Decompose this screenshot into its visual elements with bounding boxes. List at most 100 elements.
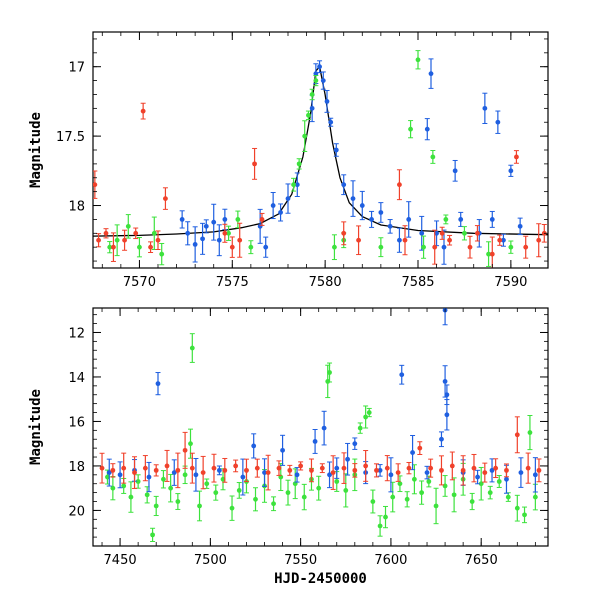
blue-data-point bbox=[203, 223, 209, 229]
green-data-point bbox=[411, 476, 417, 482]
red-data-point bbox=[356, 237, 361, 243]
green-data-point bbox=[419, 490, 425, 496]
red-data-point bbox=[96, 237, 101, 243]
blue-data-point bbox=[458, 217, 464, 222]
blue-data-point bbox=[192, 242, 198, 247]
blue-data-point bbox=[321, 425, 327, 431]
green-data-point bbox=[302, 133, 308, 139]
blue-data-point bbox=[334, 465, 340, 471]
blue-data-point bbox=[369, 217, 374, 222]
green-data-point bbox=[213, 490, 219, 496]
red-data-point bbox=[309, 467, 314, 473]
red-data-point bbox=[132, 470, 137, 475]
green-data-point bbox=[235, 217, 241, 222]
blue-data-point bbox=[341, 182, 347, 188]
green-data-point bbox=[390, 494, 396, 500]
green-data-point bbox=[426, 479, 432, 484]
green-data-point bbox=[188, 441, 193, 447]
green-data-point bbox=[404, 496, 410, 502]
red-data-point bbox=[341, 230, 347, 236]
blue-data-point bbox=[419, 230, 425, 236]
red-data-point bbox=[428, 465, 434, 471]
red-data-point bbox=[449, 463, 455, 469]
green-data-point bbox=[451, 492, 457, 498]
green-data-point bbox=[433, 503, 439, 509]
red-data-point bbox=[514, 154, 519, 160]
blue-data-point bbox=[324, 99, 330, 104]
blue-data-point bbox=[501, 237, 506, 243]
blue-data-point bbox=[313, 71, 319, 77]
blue-data-point bbox=[185, 230, 191, 236]
red-data-point bbox=[439, 230, 445, 236]
green-data-point bbox=[306, 112, 311, 118]
green-data-point bbox=[159, 251, 165, 257]
green-data-point bbox=[248, 244, 254, 250]
green-data-point bbox=[125, 223, 131, 229]
red-data-point bbox=[200, 470, 206, 475]
blue-data-point bbox=[377, 467, 383, 473]
red-data-point bbox=[222, 467, 228, 473]
red-data-point bbox=[402, 237, 408, 243]
green-data-point bbox=[137, 244, 142, 250]
red-data-point bbox=[439, 467, 444, 473]
red-data-point bbox=[110, 467, 116, 473]
blue-data-point bbox=[345, 456, 350, 462]
blue-data-point bbox=[489, 217, 495, 222]
blue-data-point bbox=[504, 476, 509, 482]
red-data-point bbox=[523, 244, 529, 250]
y-tick-label: 18 bbox=[68, 460, 85, 475]
green-data-point bbox=[313, 78, 319, 83]
green-data-point bbox=[532, 494, 538, 500]
blue-data-point bbox=[388, 472, 394, 478]
green-data-point bbox=[496, 479, 502, 484]
x-tick-label: 7650 bbox=[465, 553, 498, 568]
green-data-point bbox=[105, 474, 110, 480]
red-series bbox=[99, 416, 542, 491]
green-data-point bbox=[107, 244, 113, 250]
red-data-point bbox=[475, 230, 480, 236]
green-data-point bbox=[271, 501, 276, 507]
y-tick-label: 18 bbox=[68, 200, 85, 215]
blue-data-point bbox=[532, 472, 538, 478]
green-data-point bbox=[415, 57, 421, 63]
blue-data-point bbox=[222, 217, 228, 222]
blue-data-point bbox=[211, 219, 217, 225]
blue-data-point bbox=[350, 196, 356, 201]
x-tick-label: 7585 bbox=[401, 275, 434, 290]
green-data-point bbox=[301, 494, 307, 500]
y-tick-label: 16 bbox=[68, 415, 85, 430]
red-data-point bbox=[122, 237, 127, 243]
blue-data-point bbox=[359, 203, 365, 208]
bottom-panel-full-light-curve: Magnitude HJD-2450000 7450 7500 7550 7600 76… bbox=[28, 307, 549, 587]
blue-data-point bbox=[399, 372, 405, 378]
red-data-point bbox=[237, 237, 243, 243]
green-data-point bbox=[150, 532, 155, 538]
blue-data-point bbox=[434, 230, 439, 236]
red-data-point bbox=[525, 465, 531, 471]
blue-data-point bbox=[518, 470, 524, 475]
green-data-point bbox=[327, 370, 332, 375]
x-tick-label: 7500 bbox=[194, 553, 227, 568]
blue-data-point bbox=[285, 196, 291, 201]
blue-data-point bbox=[428, 71, 434, 77]
green-data-point bbox=[189, 345, 195, 351]
x-tick-label: 7600 bbox=[374, 553, 407, 568]
green-data-point bbox=[161, 476, 166, 482]
y-tick-label: 20 bbox=[68, 504, 85, 519]
green-data-point bbox=[522, 512, 527, 518]
blue-data-point bbox=[444, 392, 450, 398]
red-data-point bbox=[276, 465, 282, 471]
red-data-point bbox=[374, 467, 379, 473]
red-data-point bbox=[397, 182, 402, 188]
green-data-point bbox=[144, 492, 150, 498]
blue-data-point bbox=[171, 470, 177, 475]
green-data-point bbox=[508, 244, 514, 250]
green-data-point bbox=[114, 237, 120, 243]
top-panel-zoomed-light-curve: Magnitude 7570 7575 7580 7585 7590 17 17.5 18 bbox=[28, 31, 549, 290]
blue-data-point bbox=[216, 237, 222, 243]
red-data-point bbox=[536, 237, 542, 243]
red-data-point bbox=[211, 465, 217, 471]
blue-data-point bbox=[270, 203, 276, 208]
top-panel-y-axis-label: Magnitude bbox=[28, 112, 44, 188]
green-data-point bbox=[253, 496, 258, 502]
